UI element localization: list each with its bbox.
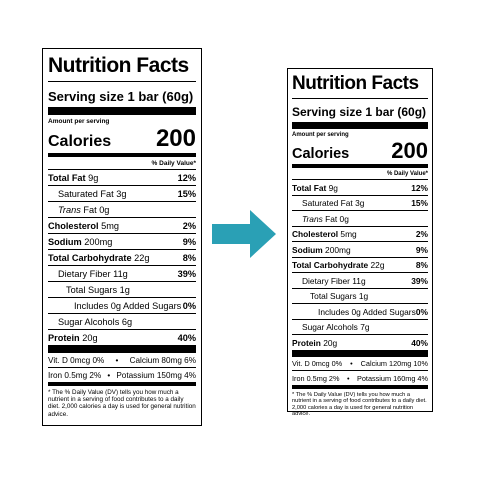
footnote: * The % Daily Value (DV) tells you how m… (48, 389, 196, 418)
total-sugars-row: Total Sugars 1g (292, 287, 428, 304)
iron-potassium-row: Iron 0.5mg 2% • Potassium 150mg 4% (48, 367, 196, 382)
daily-value-header: % Daily Value* (151, 160, 196, 167)
total-carbohydrate-row: Total Carbohydrate 22g 8% (292, 256, 428, 273)
trans-fat-row: Trans Fat 0g (48, 201, 196, 217)
amount-per-serving: Amount per serving (48, 118, 110, 125)
amount-per-serving: Amount per serving (292, 132, 349, 138)
dietary-fiber-row: Dietary Fiber 11g 39% (292, 272, 428, 288)
thick-divider (292, 349, 428, 357)
sodium-row: Sodium 200mg 9% (48, 233, 196, 249)
total-fat-row: Total Fat 9g 12% (48, 169, 196, 185)
sugar-alcohols-row: Sugar Alcohols 7g (292, 318, 428, 335)
serving-size: Serving size 1 bar (60g) (48, 89, 194, 104)
total-sugars-row: Total Sugars 1g (48, 281, 196, 297)
added-sugars-row: Includes 0g Added Sugars 0% (292, 303, 428, 319)
protein-row: Protein 20g 40% (48, 329, 196, 345)
thick-divider (48, 107, 196, 115)
calories-row: Calories 200 (48, 125, 196, 153)
saturated-fat-row: Saturated Fat 3g 15% (48, 185, 196, 201)
saturated-fat-row: Saturated Fat 3g 15% (292, 194, 428, 211)
medium-divider (48, 382, 196, 386)
nutrition-label-after: Nutrition Facts Serving size 1 bar (60g)… (287, 68, 433, 417)
total-fat-row: Total Fat 9g 12% (292, 179, 428, 195)
calories-value: 200 (155, 125, 196, 152)
calories-value: 200 (391, 138, 428, 163)
calories-label: Calories (48, 133, 112, 150)
daily-value-header: % Daily Value* (386, 171, 428, 177)
trans-fat-row: Trans Fat 0g (292, 210, 428, 226)
sugar-alcohols-row: Sugar Alcohols 6g (48, 313, 196, 329)
nutrition-label-before: Nutrition Facts Serving size 1 bar (60g)… (42, 48, 202, 426)
thick-divider (48, 345, 196, 353)
calories-row: Calories 200 (292, 138, 428, 164)
medium-divider (292, 384, 428, 389)
serving-size: Serving size 1 bar (60g) (292, 105, 427, 119)
cholesterol-row: Cholesterol 5mg 2% (48, 217, 196, 233)
vitamin-d-calcium-row: Vit. D 0mcg 0% • Calcium 80mg 6% (48, 356, 196, 365)
protein-row: Protein 20g 40% (292, 334, 428, 350)
total-carbohydrate-row: Total Carbohydrate 22g 8% (48, 249, 196, 265)
label-title: Nutrition Facts (48, 54, 189, 77)
thick-divider (292, 122, 428, 129)
calories-label: Calories (292, 146, 350, 162)
cholesterol-row: Cholesterol 5mg 2% (292, 225, 428, 242)
footnote: * The % Daily Value (DV) tells you how m… (292, 391, 427, 418)
arrow-right-icon (212, 210, 276, 258)
iron-potassium-row: Iron 0.5mg 2% • Potassium 160mg 4% (292, 370, 428, 385)
medium-divider (48, 153, 196, 157)
label-title: Nutrition Facts (292, 73, 419, 94)
dietary-fiber-row: Dietary Fiber 11g 39% (48, 265, 196, 281)
added-sugars-row: Includes 0g Added Sugars 0% (48, 297, 196, 313)
sodium-row: Sodium 200mg 9% (292, 241, 428, 257)
medium-divider (292, 164, 428, 168)
vitamin-d-calcium-row: Vit. D 0mcg 0% • Calcium 120mg 10% (292, 359, 428, 368)
